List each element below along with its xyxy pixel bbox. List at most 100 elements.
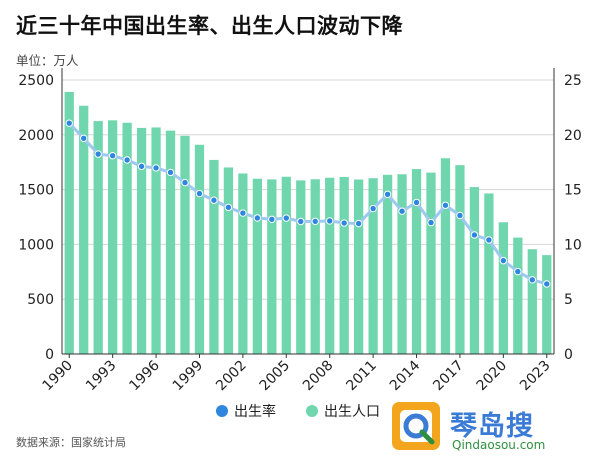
bar-2011 bbox=[368, 178, 378, 354]
chart-title: 近三十年中国出生率、出生人口波动下降 bbox=[16, 14, 403, 38]
rate-point-2020 bbox=[499, 256, 508, 265]
x-tick-label: 1996 bbox=[126, 357, 163, 394]
x-tick-label: 2002 bbox=[213, 358, 250, 395]
x-tick-label: 2011 bbox=[343, 358, 380, 395]
rate-point-1991 bbox=[80, 134, 88, 143]
bar-2003 bbox=[252, 178, 262, 354]
unit-label: 单位：万人 bbox=[16, 53, 79, 68]
y-right-tick-label: 0 bbox=[564, 347, 573, 363]
x-tick-label: 2008 bbox=[300, 358, 337, 395]
x-tick-label: 2014 bbox=[387, 357, 424, 394]
bar-2016 bbox=[440, 158, 451, 354]
line-layer bbox=[65, 119, 551, 288]
x-tick-label: 1999 bbox=[170, 358, 207, 395]
legend-births-label: 出生人口 bbox=[324, 404, 380, 420]
y-right-tick-label: 15 bbox=[564, 183, 582, 199]
rate-point-2015 bbox=[427, 218, 435, 227]
x-tick-label: 2005 bbox=[257, 358, 294, 395]
rate-point-2016 bbox=[441, 201, 450, 209]
rate-point-2007 bbox=[311, 217, 319, 226]
bar-2022 bbox=[527, 249, 537, 354]
rate-point-2017 bbox=[456, 211, 464, 220]
bar-2005 bbox=[281, 176, 291, 354]
bar-2012 bbox=[382, 174, 393, 354]
x-tick-label: 1993 bbox=[83, 358, 120, 395]
rate-point-2002 bbox=[239, 209, 247, 217]
grid-layer bbox=[62, 79, 554, 300]
rate-point-2012 bbox=[383, 190, 392, 199]
rate-point-2019 bbox=[485, 236, 493, 244]
rate-point-2013 bbox=[398, 207, 406, 215]
bar-1994 bbox=[122, 122, 132, 354]
legend: 出生率 出生人口 bbox=[216, 403, 380, 420]
rate-point-1999 bbox=[195, 189, 204, 198]
rate-point-1990 bbox=[65, 119, 73, 127]
y-left-tick-label: 2000 bbox=[18, 128, 54, 144]
bar-2015 bbox=[426, 172, 436, 354]
y-left-tick-label: 2500 bbox=[18, 73, 54, 89]
bar-2001 bbox=[223, 167, 234, 354]
watermark-name: 琴岛搜 bbox=[450, 411, 534, 442]
rate-point-1992 bbox=[94, 150, 102, 158]
rate-point-1996 bbox=[152, 164, 160, 172]
rate-point-2006 bbox=[297, 217, 305, 226]
bar-2018 bbox=[469, 187, 480, 354]
rate-point-2011 bbox=[369, 204, 377, 213]
bar-2019 bbox=[484, 193, 494, 354]
rate-point-2022 bbox=[528, 276, 536, 284]
legend-rate-label: 出生率 bbox=[234, 403, 276, 420]
legend-rate-swatch bbox=[216, 405, 228, 417]
bar-2000 bbox=[209, 159, 219, 354]
bar-1992 bbox=[93, 121, 103, 354]
rate-point-2004 bbox=[268, 215, 276, 224]
bar-1997 bbox=[165, 130, 176, 354]
y-left-tick-label: 1000 bbox=[18, 237, 54, 253]
bar-1999 bbox=[194, 144, 205, 354]
bar-2013 bbox=[397, 174, 407, 354]
x-tick-label: 2020 bbox=[474, 358, 511, 395]
bar-layer bbox=[64, 91, 552, 355]
y-right-tick-label: 20 bbox=[564, 128, 582, 144]
x-tick-label: 2023 bbox=[517, 358, 554, 395]
rate-point-2009 bbox=[340, 219, 348, 227]
bar-1993 bbox=[108, 120, 118, 355]
y-left-tick-label: 500 bbox=[27, 292, 54, 308]
bar-2002 bbox=[238, 173, 248, 354]
x-tick-label: 2017 bbox=[430, 358, 467, 395]
bar-2008 bbox=[325, 177, 335, 354]
y-right-tick-label: 25 bbox=[564, 73, 582, 89]
bar-1998 bbox=[180, 135, 190, 354]
rate-point-2010 bbox=[354, 219, 363, 228]
y-left-tick-label: 0 bbox=[45, 347, 54, 363]
rate-point-1998 bbox=[181, 178, 189, 187]
watermark-logo: 琴岛搜 Qindaosou.com bbox=[392, 402, 592, 458]
bar-1995 bbox=[136, 127, 147, 354]
rate-point-2001 bbox=[224, 203, 233, 212]
rate-point-2023 bbox=[543, 280, 551, 288]
rate-point-2005 bbox=[282, 214, 290, 222]
birth-rate-line bbox=[68, 122, 548, 286]
rate-point-2021 bbox=[514, 267, 522, 276]
rate-point-2008 bbox=[326, 217, 334, 225]
bar-2010 bbox=[354, 179, 364, 354]
bar-2023 bbox=[542, 255, 552, 354]
rate-point-2014 bbox=[412, 198, 421, 207]
legend-births-swatch bbox=[306, 405, 318, 417]
y-right-tick-label: 10 bbox=[564, 237, 582, 253]
rate-point-1997 bbox=[166, 168, 175, 177]
bar-2017 bbox=[455, 165, 465, 354]
bar-2004 bbox=[267, 179, 277, 354]
rate-point-1993 bbox=[108, 152, 117, 160]
watermark-url: Qindaosou.com bbox=[452, 438, 546, 452]
rate-point-2018 bbox=[470, 231, 479, 239]
rate-point-1994 bbox=[123, 156, 131, 164]
rate-point-1995 bbox=[137, 162, 146, 171]
y-left-tick-label: 1500 bbox=[18, 183, 54, 199]
bar-2007 bbox=[310, 179, 320, 354]
bar-2020 bbox=[498, 222, 508, 354]
bar-1991 bbox=[79, 105, 89, 354]
rate-point-2000 bbox=[210, 196, 218, 204]
bar-2021 bbox=[513, 237, 523, 354]
bar-2006 bbox=[296, 180, 306, 354]
